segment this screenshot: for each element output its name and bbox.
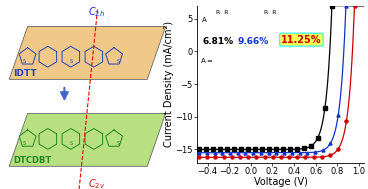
Text: S: S	[69, 59, 72, 64]
Y-axis label: Current Density (mA/cm²): Current Density (mA/cm²)	[164, 21, 174, 147]
Text: $C_{2h}$: $C_{2h}$	[88, 5, 105, 19]
Polygon shape	[9, 113, 166, 166]
Text: S: S	[22, 59, 25, 64]
Text: DTCDBT: DTCDBT	[13, 156, 51, 165]
Text: R  R: R R	[216, 9, 229, 15]
Text: R  R: R R	[264, 9, 276, 15]
Text: $C_{2v}$: $C_{2v}$	[88, 177, 106, 189]
X-axis label: Voltage (V): Voltage (V)	[254, 177, 308, 187]
Text: 9.66%: 9.66%	[238, 37, 269, 46]
Text: 6.81%: 6.81%	[202, 37, 233, 46]
Text: IDTT: IDTT	[13, 69, 36, 78]
Text: 11.25%: 11.25%	[281, 35, 322, 45]
Text: A: A	[202, 17, 207, 23]
Text: S: S	[116, 141, 119, 146]
Text: S: S	[69, 141, 72, 146]
Polygon shape	[9, 26, 166, 79]
Text: A$=$: A$=$	[200, 56, 213, 65]
Text: S: S	[116, 59, 119, 64]
Text: S: S	[22, 141, 25, 146]
